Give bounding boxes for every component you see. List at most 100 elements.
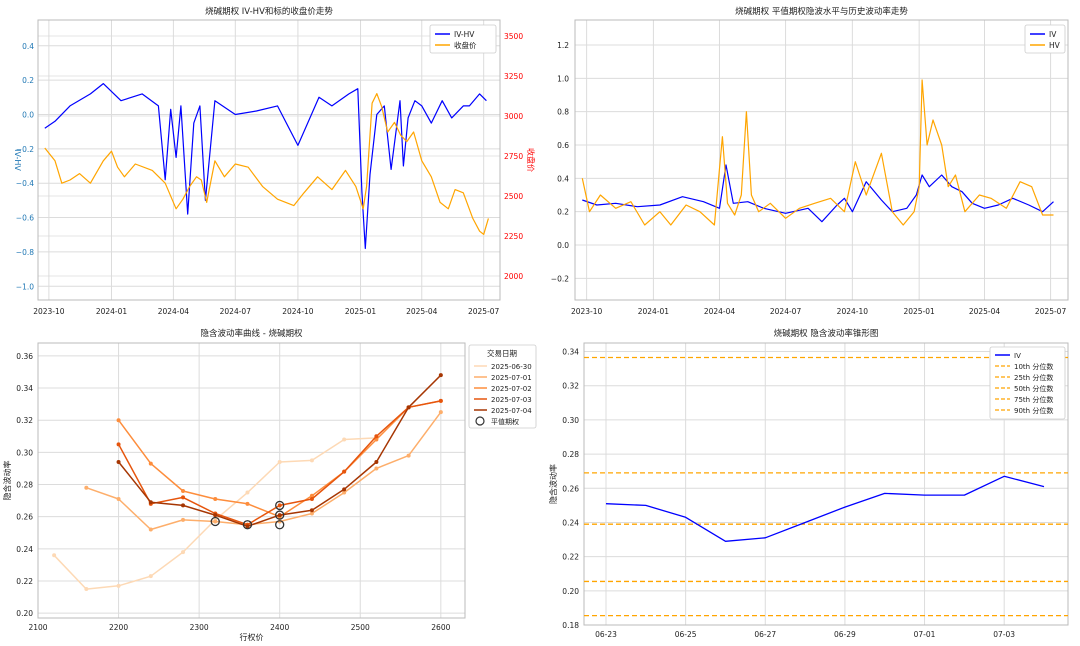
tick-label: 2400 (270, 623, 289, 632)
data-point (116, 583, 121, 588)
data-point (374, 460, 379, 465)
legend-label: 75th 分位数 (1014, 395, 1053, 404)
legend-label: IV (1014, 352, 1021, 360)
tick-label: 0.32 (562, 382, 579, 391)
chart-title: 隐含波动率曲线 - 烧碱期权 (201, 328, 303, 339)
plot-frame (583, 342, 1069, 626)
legend-label: 90th 分位数 (1014, 406, 1053, 415)
tick-label: 2025-07 (1035, 307, 1067, 316)
data-point (181, 495, 186, 500)
data-point (374, 466, 379, 471)
series-line (44, 82, 487, 250)
legend-label: 2025-07-01 (491, 374, 532, 382)
chart-panel-iv-smile: 0.36 0.34 0.32 0.30 0.28 0.26 0.24 0.22 0.20 2100… (2, 328, 537, 642)
legend-box (1024, 24, 1066, 54)
data-point (277, 513, 282, 518)
atm-marker (275, 520, 285, 530)
tick-label: 06-23 (595, 630, 617, 639)
tick-label: 3000 (504, 112, 523, 121)
plot-frame (37, 342, 466, 619)
tick-label: 0.22 (16, 577, 33, 586)
data-point (213, 519, 218, 524)
legend-label: 2025-07-02 (491, 385, 532, 393)
tick-label: −0.8 (16, 248, 34, 257)
chart-panel-iv-cone: 0.34 0.32 0.30 0.28 0.26 0.24 0.22 0.20 0.18 06-2… (548, 328, 1069, 639)
data-point (342, 487, 347, 492)
tick-label: 07-03 (993, 630, 1015, 639)
legend-label: 10th 分位数 (1014, 362, 1053, 371)
tick-label: 0.0 (22, 110, 34, 119)
tick-label: 0.28 (562, 450, 579, 459)
legend-label: 50th 分位数 (1014, 384, 1053, 393)
tick-label: 0.2 (557, 208, 569, 217)
tick-label: 2500 (351, 623, 370, 632)
tick-label: 0.30 (16, 448, 33, 457)
legend-label: 平值期权 (491, 417, 519, 426)
legend-label: 25th 分位数 (1014, 373, 1053, 382)
tick-label: 0.22 (562, 553, 579, 562)
tick-label: 2024-04 (704, 307, 736, 316)
data-point (116, 418, 121, 423)
tick-label: 0.24 (562, 518, 579, 527)
axis-label: IV-HV (13, 149, 22, 171)
tick-label: 2025-01 (903, 307, 935, 316)
data-point (148, 500, 153, 505)
tick-label: 0.6 (557, 141, 569, 150)
data-point (406, 405, 411, 410)
tick-label: 2024-07 (770, 307, 802, 316)
data-point (309, 511, 314, 516)
chart-title: 烧碱期权 平值期权隐波水平与历史波动率走势 (735, 6, 908, 17)
data-point (52, 553, 57, 558)
tick-label: −0.6 (16, 214, 34, 223)
tick-label: 0.30 (562, 416, 579, 425)
data-point (342, 469, 347, 474)
tick-label: 0.20 (16, 609, 33, 618)
series-line (582, 164, 1054, 223)
chart-panel-iv-hv-levels: 1.2 1.0 0.8 0.6 0.4 0.2 0.0 −0.2 2023-10 2024-01 2… (551, 6, 1069, 316)
tick-label: 0.34 (562, 348, 579, 357)
data-point (438, 410, 443, 415)
tick-label: 07-01 (914, 630, 936, 639)
data-point (116, 442, 121, 447)
smile-line (86, 411, 442, 531)
axis-label: 行权价 (240, 632, 264, 642)
tick-label: 0.24 (16, 545, 33, 554)
data-point (148, 461, 153, 466)
chart-title: 烧碱期权 隐含波动率锥形图 (774, 328, 879, 339)
tick-label: 2024-10 (282, 307, 314, 316)
tick-label: 3500 (504, 32, 523, 41)
data-point (342, 437, 347, 442)
data-point (406, 453, 411, 458)
data-point (309, 458, 314, 463)
data-point (84, 587, 89, 592)
plot-frame (574, 19, 1069, 301)
tick-label: 3250 (504, 72, 523, 81)
data-point (438, 373, 443, 378)
data-point (277, 503, 282, 508)
tick-label: 0.0 (557, 241, 569, 250)
legend-title: 交易日期 (487, 348, 517, 358)
tick-label: 0.32 (16, 416, 33, 425)
data-point (342, 490, 347, 495)
data-point (181, 503, 186, 508)
tick-label: 2500 (504, 192, 523, 201)
tick-label: 1.0 (557, 74, 569, 83)
legend-label: IV-HV (454, 30, 475, 39)
series-line (581, 79, 1054, 226)
data-point (116, 460, 121, 465)
legend-label: 2025-07-04 (491, 407, 532, 415)
tick-label: 0.28 (16, 481, 33, 490)
legend-label: 收盘价 (454, 40, 477, 50)
atm-marker (275, 500, 285, 511)
tick-label: 0.26 (562, 484, 579, 493)
data-point (245, 501, 250, 506)
tick-label: −1.0 (16, 282, 34, 291)
data-point (277, 460, 282, 465)
tick-label: 06-29 (834, 630, 856, 639)
data-point (309, 496, 314, 501)
tick-label: 2000 (504, 272, 523, 281)
iv-line (605, 475, 1045, 542)
legend-box (989, 346, 1066, 420)
tick-label: 0.36 (16, 352, 33, 361)
legend-box (429, 24, 497, 54)
